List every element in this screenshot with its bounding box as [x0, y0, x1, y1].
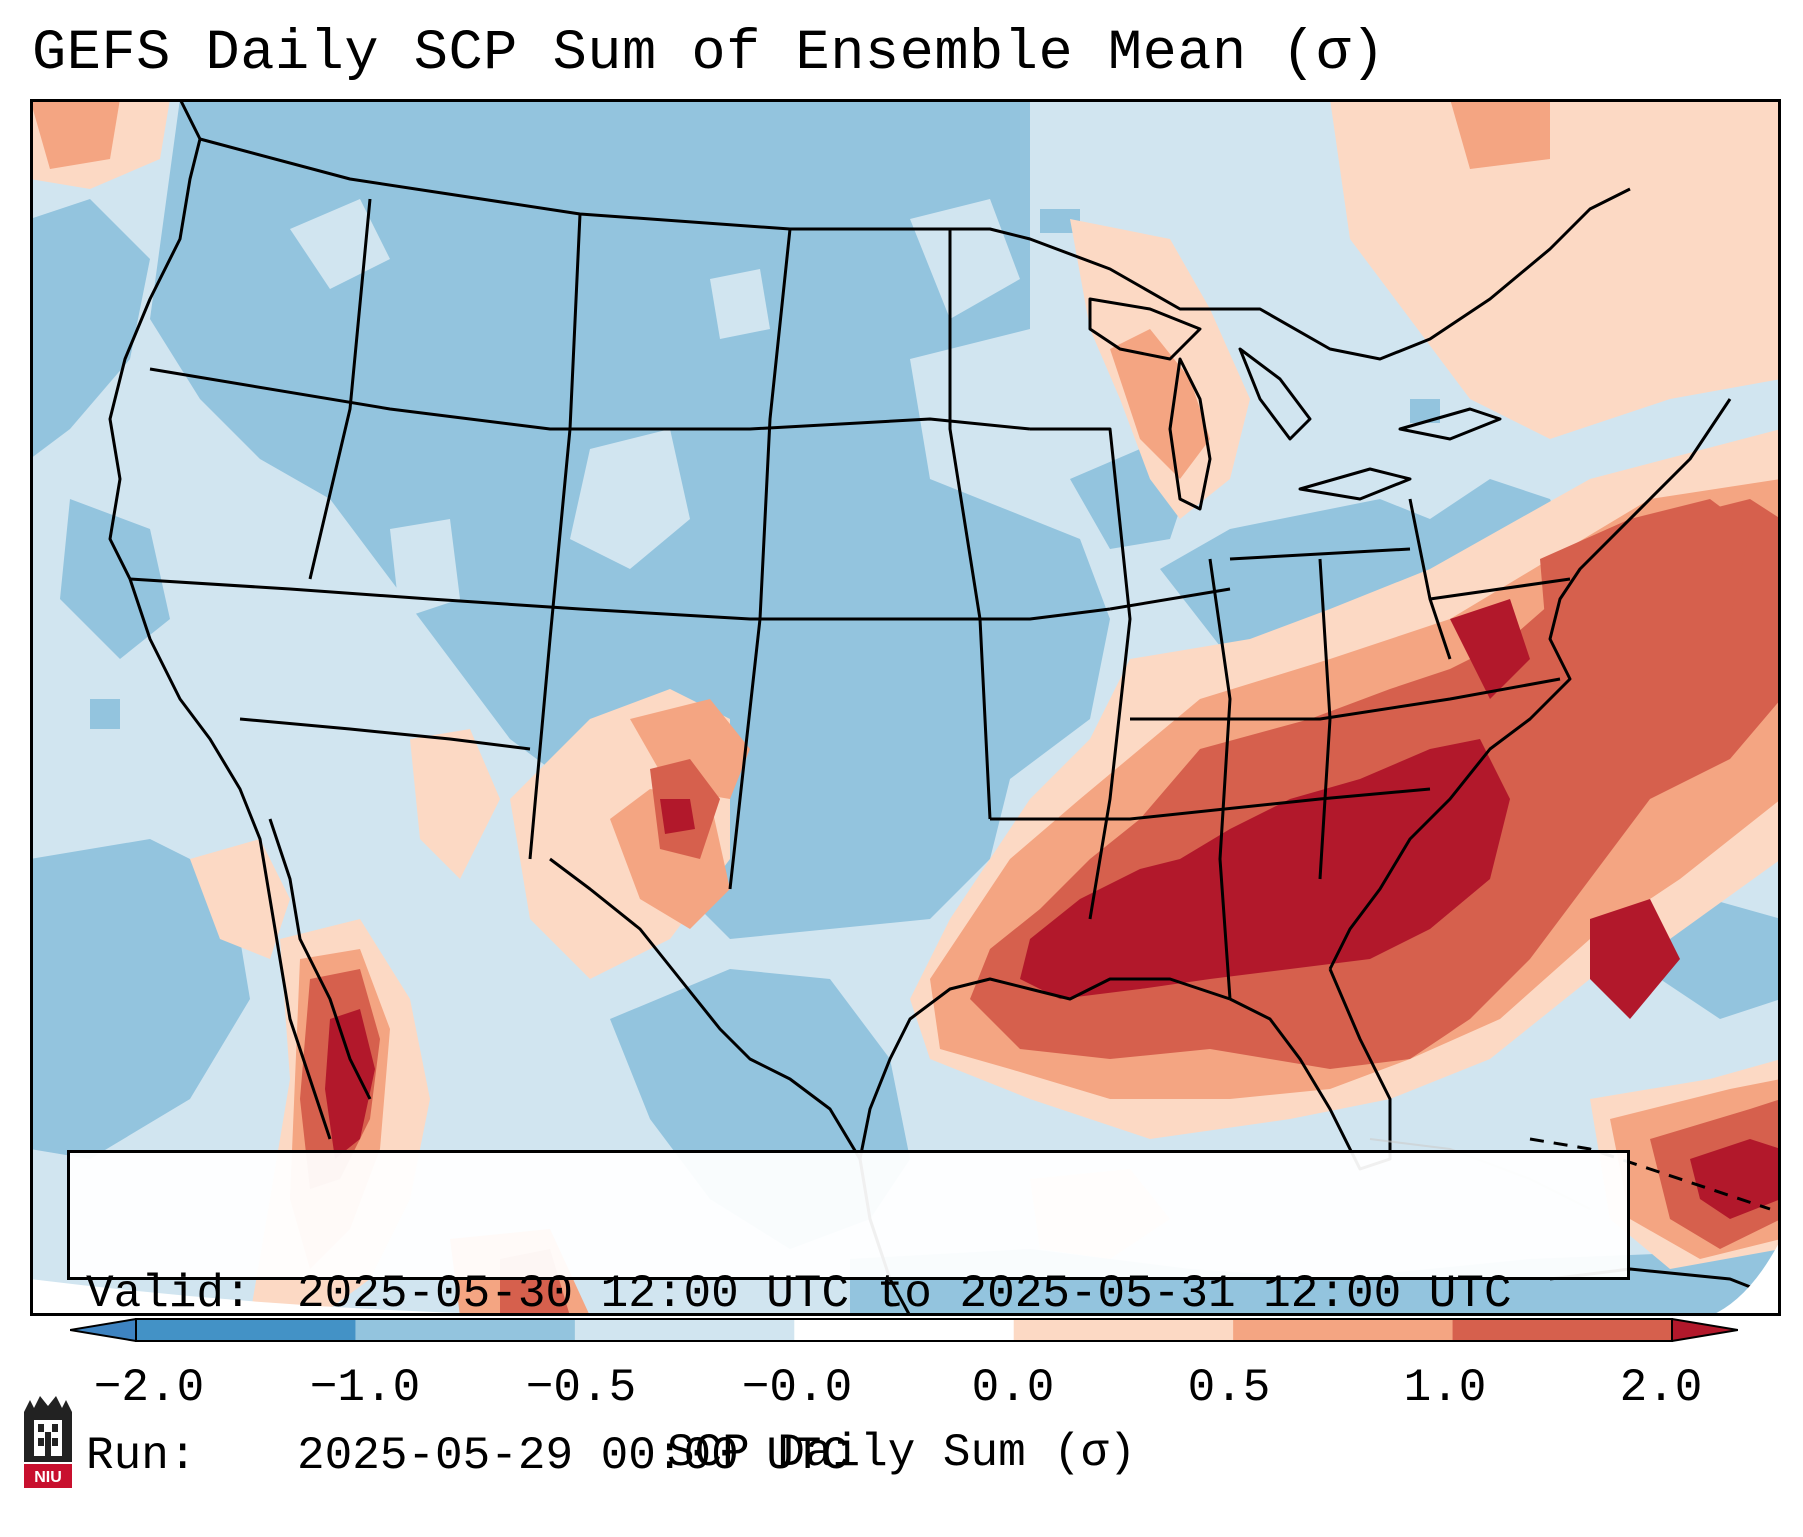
colorbar-extend-high	[1671, 1318, 1738, 1342]
valid-label: Valid:	[86, 1268, 252, 1320]
niu-badge	[24, 1464, 72, 1488]
extreme-positive-regions	[325, 599, 1781, 1219]
colorbar	[70, 1318, 1738, 1342]
validity-info-box: Valid: 2025-05-30 12:00 UTC to 2025-05-31…	[67, 1150, 1630, 1482]
colorbar-tick-5: 0.5	[1187, 1362, 1271, 1414]
colorbar-tick-1: −1.0	[309, 1362, 421, 1414]
niu-logo: NIU	[24, 1396, 72, 1488]
colorbar-tick-2: −0.5	[525, 1362, 637, 1414]
colorbar-tick-7: 2.0	[1619, 1362, 1703, 1414]
colorbar-tick-0: −2.0	[93, 1362, 205, 1414]
colorbar-bin	[136, 1319, 356, 1341]
run-value: 2025-05-29 00:00 UTC	[297, 1430, 850, 1482]
coastlines-and-borders	[108, 99, 1781, 1316]
map-canvas	[30, 99, 1781, 1316]
colorbar-bin	[1013, 1319, 1234, 1341]
colorbar-bin	[355, 1319, 576, 1341]
colorbar-extend-low	[70, 1318, 137, 1342]
colorbar-tick-4: 0.0	[971, 1362, 1055, 1414]
colorbar-bin	[794, 1319, 1015, 1341]
projection-edge	[30, 1279, 630, 1316]
map-border	[30, 99, 1781, 1316]
map-title: GEFS Daily SCP Sum of Ensemble Mean (σ)	[32, 22, 1386, 86]
colorbar-frame	[135, 1318, 1673, 1342]
colorbar-tick-6: 1.0	[1403, 1362, 1487, 1414]
colorbar-bin	[1233, 1319, 1454, 1341]
run-label: Run:	[86, 1430, 197, 1482]
colorbar-bin	[1452, 1319, 1673, 1341]
valid-row: Valid: 2025-05-30 12:00 UTC to 2025-05-31…	[86, 1267, 1627, 1321]
projection-edge-right	[1710, 1239, 1781, 1316]
colorbar-tick-3: −0.0	[741, 1362, 853, 1414]
map-panel	[30, 99, 1781, 1316]
niu-logo-text: NIU	[34, 1469, 62, 1486]
colorbar-title: SCP Daily Sum (σ)	[666, 1427, 1137, 1479]
run-row: Run: 2025-05-29 00:00 UTC	[86, 1429, 1627, 1483]
valid-value: 2025-05-30 12:00 UTC to 2025-05-31 12:00…	[297, 1268, 1512, 1320]
colorbar-bin	[574, 1319, 795, 1341]
